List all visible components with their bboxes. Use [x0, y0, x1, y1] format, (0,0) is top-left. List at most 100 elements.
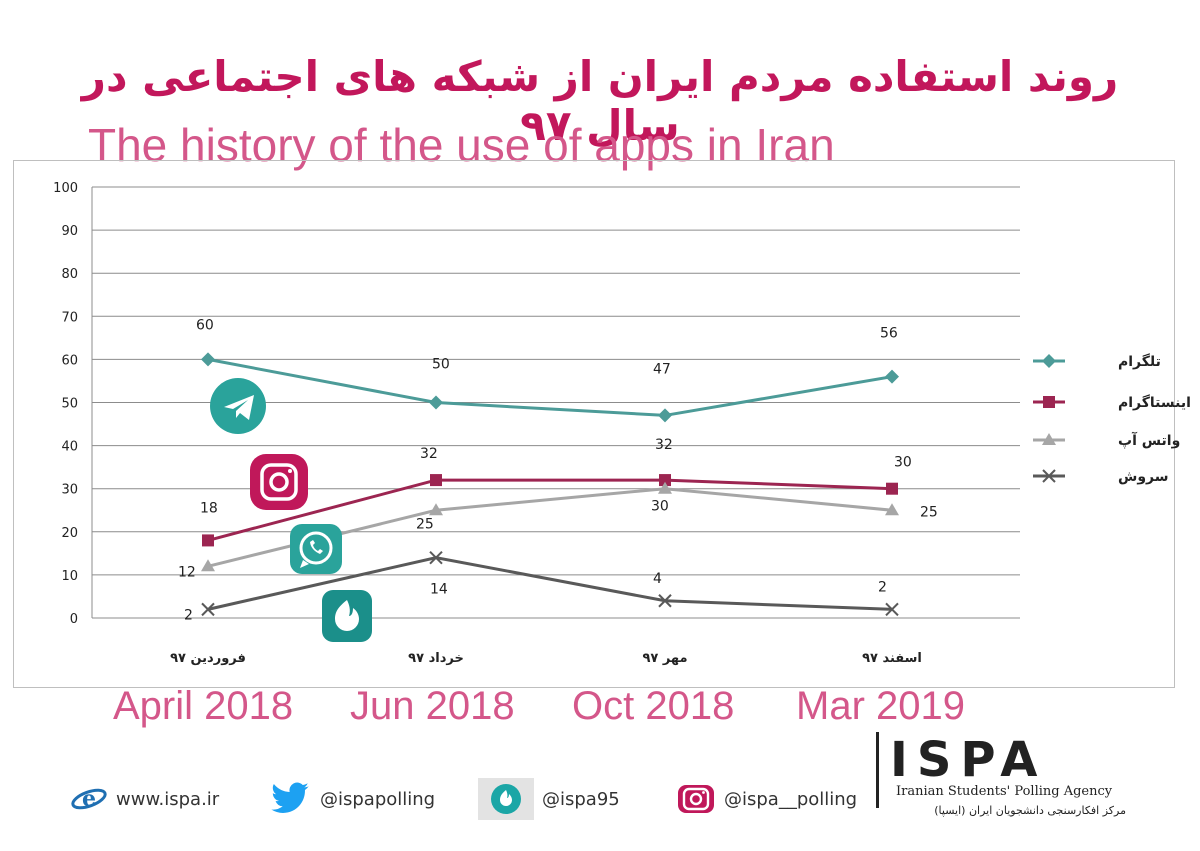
telegram-point-0 [201, 352, 215, 367]
footer-twitter-text: @ispapolling [320, 788, 436, 810]
footer-soroush[interactable]: @ispa95 [478, 778, 620, 820]
chart-frame [13, 160, 1175, 688]
soroush-point-0 [201, 602, 215, 617]
soroush-point-1-b [429, 550, 443, 565]
telegram-legend-label: تلگرام [1118, 353, 1161, 370]
instagram-point-1 [430, 474, 442, 487]
soroush-data-label-1: 14 [430, 582, 448, 598]
instagram-point-2 [659, 474, 671, 487]
title-persian: روند استفاده مردم ایران از شبکه های اجتم… [81, 52, 1119, 150]
instagram-point-3 [886, 482, 898, 495]
whatsapp-legend-marker [1042, 433, 1056, 445]
soroush-point-2-b [658, 594, 672, 608]
date-label-mar-2019: Mar 2019 [796, 684, 965, 728]
ispa-subtitle-persian: مرکز افکارسنجی دانشجویان ایران (ایسپا) [934, 804, 1126, 817]
soroush-icon [322, 590, 372, 642]
whatsapp-data-label-1: 25 [416, 516, 434, 532]
soroush-point-1 [429, 550, 443, 565]
x-tick-label-1: خرداد ۹۷ [408, 651, 464, 666]
telegram-point-2 [658, 408, 672, 423]
soroush-point-3 [885, 602, 899, 617]
footer-soroush-text: @ispa95 [542, 788, 620, 810]
instagram-series-line [207, 478, 893, 542]
instagram-legend-label: اینستاگرام [1118, 394, 1191, 411]
whatsapp-data-label-2: 30 [651, 499, 669, 515]
twitter-icon [271, 782, 309, 813]
soroush-series-line [207, 556, 893, 611]
instagram-legend-marker [1043, 396, 1055, 408]
soroush-point-3-b [885, 602, 899, 617]
telegram-data-label-0: 60 [196, 317, 214, 333]
footer-instagram[interactable]: @ispa__polling [676, 778, 857, 820]
y-tick-label-70: 70 [61, 310, 78, 325]
telegram-series-line [207, 357, 893, 417]
soroush-point-2 [658, 594, 672, 608]
y-tick-label-50: 50 [61, 397, 78, 412]
telegram-legend-marker [1042, 354, 1056, 368]
instagram-data-label-0: 18 [200, 500, 218, 516]
whatsapp-point-1 [429, 503, 443, 516]
instagram-icon [250, 454, 308, 510]
telegram-data-label-2: 47 [653, 361, 671, 377]
telegram-point-1 [429, 395, 443, 410]
y-tick-label-0: 0 [70, 612, 78, 627]
whatsapp-data-label-0: 12 [178, 564, 196, 580]
telegram-icon [210, 378, 266, 434]
instagram-icon-bg [250, 454, 308, 510]
internet-explorer-icon: e [71, 786, 107, 812]
telegram-data-label-1: 50 [432, 357, 450, 373]
date-label-jun-2018: Jun 2018 [350, 684, 515, 728]
whatsapp-icon [290, 524, 342, 574]
instagram-data-label-1: 32 [420, 446, 438, 462]
title-english: The history of the use of apps in Iran [88, 119, 835, 171]
whatsapp-point-2 [658, 481, 672, 494]
whatsapp-icon-phone [310, 540, 323, 554]
y-tick-label-90: 90 [61, 224, 78, 239]
footer-website[interactable]: e www.ispa.ir [70, 778, 219, 820]
footer-instagram-text: @ispa__polling [724, 788, 858, 810]
ispa-logo: ISPA [890, 732, 1047, 788]
y-tick-label-10: 10 [61, 569, 78, 584]
telegram-point-3 [885, 369, 899, 384]
y-tick-label-60: 60 [61, 353, 78, 368]
soroush-icon [478, 778, 534, 820]
soroush-point-0-b [201, 602, 215, 617]
ispa-subtitle: Iranian Students' Polling Agency [896, 784, 1113, 799]
ispa-brand: ISPA Iranian Students' Polling Agency مر… [876, 732, 1136, 832]
x-tick-label-3: اسفند ۹۷ [862, 651, 922, 666]
soroush-data-label-0: 2 [184, 607, 193, 623]
instagram-data-label-2: 32 [655, 437, 673, 453]
y-tick-label-30: 30 [61, 483, 78, 498]
instagram-icon-frame [260, 463, 298, 501]
whatsapp-legend-label: واتس آپ [1118, 431, 1180, 449]
brand-divider [876, 732, 879, 808]
y-tick-label-100: 100 [53, 181, 78, 196]
soroush-legend-label: سروش [1118, 469, 1169, 485]
instagram-icon-dot [288, 469, 292, 473]
whatsapp-data-label-3: 25 [920, 504, 938, 520]
telegram-data-label-3: 56 [880, 326, 898, 342]
instagram-data-label-3: 30 [894, 455, 912, 471]
x-tick-label-2: مهر ۹۷ [642, 651, 687, 666]
whatsapp-icon-tail [300, 560, 309, 568]
y-tick-label-20: 20 [61, 526, 78, 541]
soroush-data-label-3: 2 [878, 579, 887, 595]
whatsapp-icon-bubble [299, 531, 333, 565]
date-label-oct-2018: Oct 2018 [572, 684, 735, 728]
whatsapp-point-0 [201, 559, 215, 572]
svg-text:e: e [82, 786, 96, 812]
y-tick-label-40: 40 [61, 440, 78, 455]
soroush-data-label-2: 4 [653, 571, 662, 587]
soroush-icon-flame [335, 600, 359, 631]
instagram-icon [678, 785, 714, 813]
telegram-icon-plane [224, 395, 254, 420]
footer-twitter[interactable]: @ispapolling [268, 778, 435, 820]
instagram-icon-lens [269, 472, 289, 492]
soroush-legend-marker [1042, 469, 1056, 483]
instagram-point-0 [202, 534, 214, 547]
x-tick-label-0: فروردین ۹۷ [170, 651, 246, 666]
whatsapp-point-3 [885, 503, 899, 516]
y-tick-label-80: 80 [61, 267, 78, 282]
